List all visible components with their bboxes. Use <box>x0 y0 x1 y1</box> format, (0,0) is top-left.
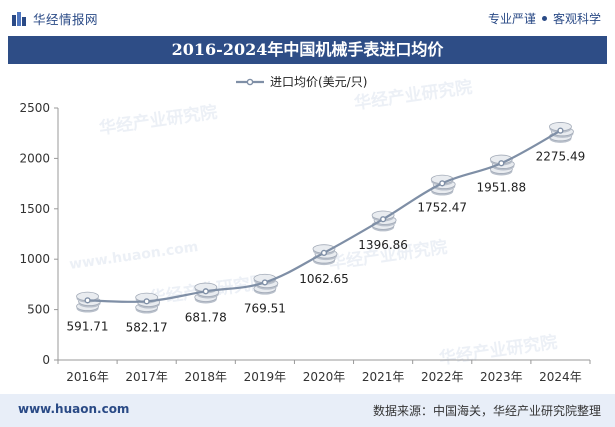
label-layer: 591.71 582.17 681.78 769.51 1062.65 1396.86 17… <box>67 150 586 335</box>
chart-title: 2016-2024年中国机械手表进口均价 <box>8 36 607 64</box>
y-tick-label: 2000 <box>19 151 50 165</box>
slogan: 专业严谨 客观科学 <box>488 10 601 27</box>
series-layer <box>84 127 564 305</box>
footer-website[interactable]: www.huaon.com <box>18 402 130 416</box>
data-label: 591.71 <box>67 319 109 333</box>
x-tick-label: 2018年 <box>185 370 228 384</box>
y-tick-label: 1500 <box>19 202 50 216</box>
data-label: 1951.88 <box>477 180 527 194</box>
point-marker <box>489 154 515 176</box>
data-label: 582.17 <box>126 320 168 334</box>
y-tick-label: 500 <box>27 303 50 317</box>
data-label: 769.51 <box>244 301 286 315</box>
legend-layer: 进口均价(美元/只) <box>236 75 367 89</box>
x-tick-label: 2020年 <box>303 370 346 384</box>
watermark-text: 华经产业研究院 <box>438 332 559 369</box>
watermark-text: 华经产业研究院 <box>98 102 219 139</box>
data-label: 1752.47 <box>417 200 467 214</box>
top-bar: 华经情报网 专业严谨 客观科学 <box>0 0 615 36</box>
data-point <box>320 249 328 256</box>
legend-marker-icon <box>246 78 254 86</box>
axis-layer: 0 500 1000 1500 2000 2500 2016年 2017年 2018年 2019年… <box>19 101 591 384</box>
y-tick-label: 2500 <box>19 101 50 115</box>
x-tick-label: 2019年 <box>244 370 287 384</box>
legend-label: 进口均价(美元/只) <box>270 75 367 89</box>
brand: 华经情报网 <box>12 9 98 28</box>
slogan-left: 专业严谨 <box>487 12 536 26</box>
x-tick-label: 2024年 <box>539 370 582 384</box>
x-tick-label: 2023年 <box>480 370 523 384</box>
y-tick-label: 0 <box>42 353 50 367</box>
data-point <box>84 297 91 304</box>
data-point <box>380 216 387 223</box>
x-tick-label: 2016年 <box>66 370 109 384</box>
watermark-text: www.huaon.com <box>68 239 199 273</box>
y-tick-label: 1000 <box>19 252 50 266</box>
data-point <box>498 160 505 167</box>
data-label: 1062.65 <box>299 272 349 286</box>
data-label: 681.78 <box>185 310 227 324</box>
chart-area: 华经产业研究院 华经产业研究院 www.huaon.com 华经产业研究院 华经产业研究… <box>0 64 615 394</box>
data-point <box>557 127 564 134</box>
watermark-text: 华经产业研究院 <box>353 77 474 114</box>
point-marker <box>549 122 574 143</box>
brand-name: 华经情报网 <box>33 12 99 27</box>
point-marker <box>76 291 101 313</box>
data-point <box>143 298 150 305</box>
slogan-right: 客观科学 <box>552 12 601 26</box>
data-point <box>202 288 209 295</box>
data-label: 2275.49 <box>536 150 586 164</box>
footer: www.huaon.com 数据来源：中国海关，华经产业研究院整理 <box>0 394 615 427</box>
x-tick-label: 2021年 <box>362 370 405 384</box>
data-point <box>439 180 446 187</box>
x-tick-label: 2017年 <box>125 370 168 384</box>
footer-source: 数据来源：中国海关，华经产业研究院整理 <box>372 404 601 418</box>
x-tick-label: 2022年 <box>421 370 464 384</box>
data-label: 1396.86 <box>358 238 408 252</box>
data-point <box>261 279 268 286</box>
logo-icon <box>12 11 26 26</box>
bullet-icon <box>541 16 547 21</box>
